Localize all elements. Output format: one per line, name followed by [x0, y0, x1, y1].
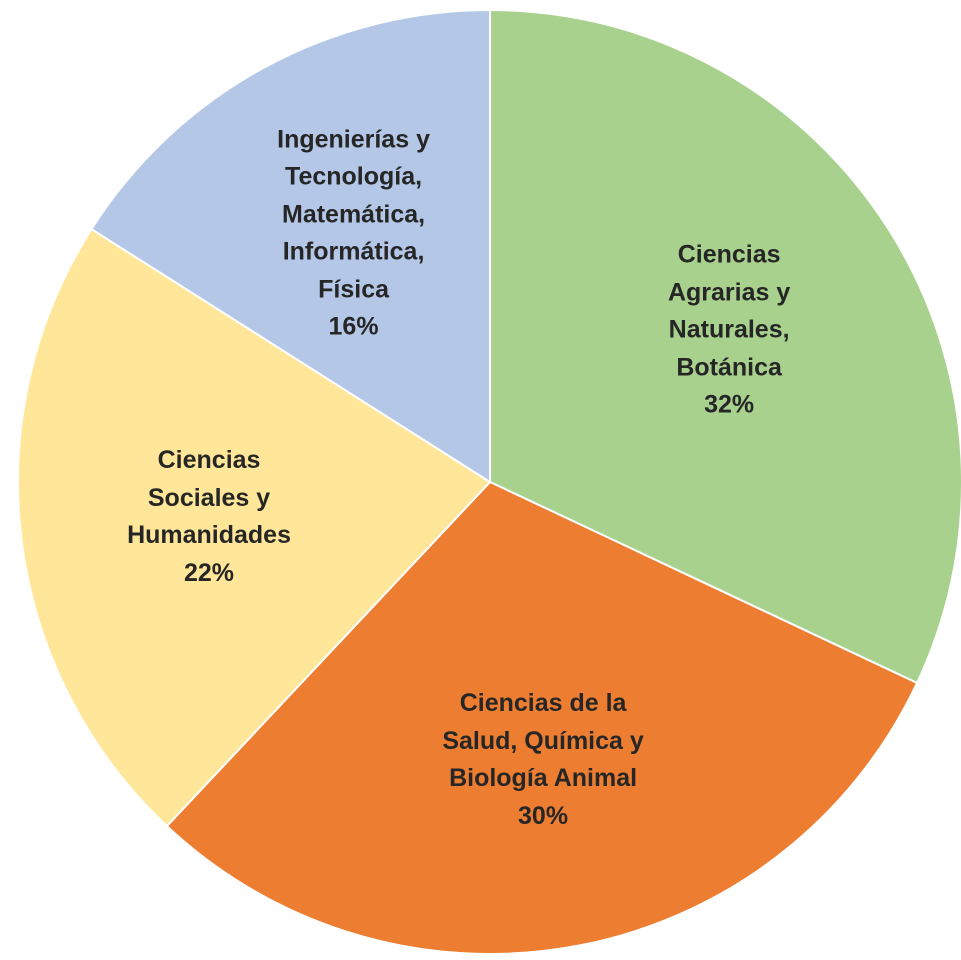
value-label: 30%	[518, 801, 569, 830]
category-label: Ciencias de la Salud, Química y Biología…	[442, 689, 644, 793]
category-label: Ciencias Sociales y Humanidades	[127, 446, 291, 550]
pie-slice	[17, 227, 492, 828]
slice-label: Ciencias de la Salud, Química y Biología…	[438, 685, 648, 835]
pie-slice	[489, 8, 961, 685]
value-label: 32%	[704, 390, 755, 419]
pie-slice	[90, 8, 491, 484]
value-label: 22%	[184, 558, 235, 587]
category-label: Ingenierías y Tecnología, Matemática, In…	[277, 125, 430, 304]
slice-label: Ingenierías y Tecnología, Matemática, In…	[249, 121, 459, 346]
value-label: 16%	[328, 312, 379, 341]
slice-label: Ciencias Sociales y Humanidades 22%	[104, 442, 314, 592]
slice-label: Ciencias Agrarias y Naturales, Botánica 3…	[624, 237, 834, 425]
category-label: Ciencias Agrarias y Naturales, Botánica	[667, 240, 791, 382]
pie-slice	[165, 480, 919, 955]
